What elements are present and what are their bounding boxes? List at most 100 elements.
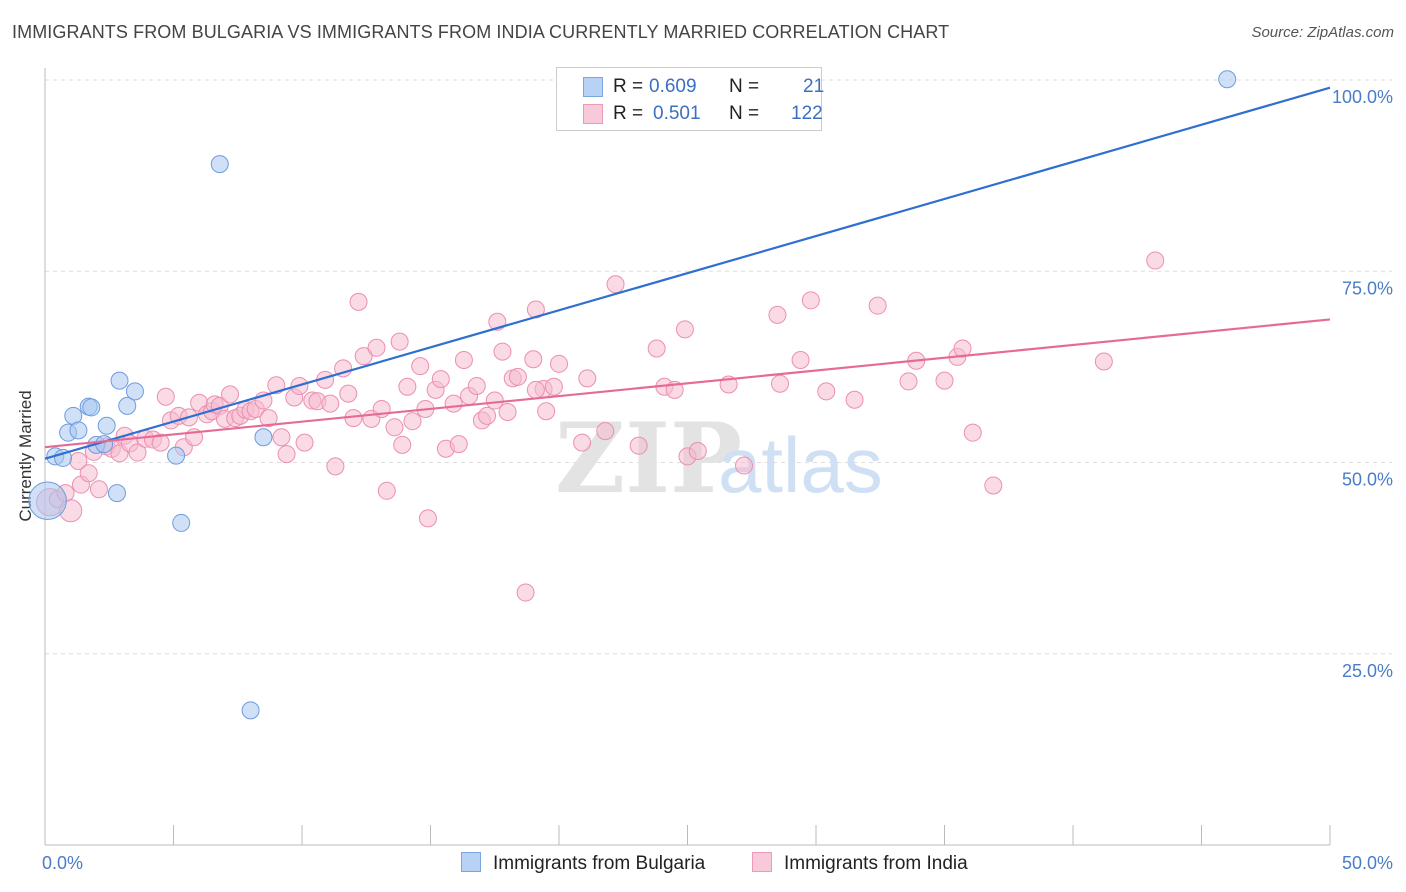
data-point-india [454, 350, 473, 369]
data-point-india [498, 403, 517, 422]
y-tick-label: 50.0% [1342, 470, 1393, 490]
data-point-bulgaria [110, 371, 129, 390]
data-point-bulgaria [97, 416, 116, 435]
legend-r-label: R = [613, 103, 644, 124]
bottom-legend-swatch-bulgaria [461, 852, 481, 872]
data-point-india [390, 332, 409, 351]
data-point-india [508, 367, 527, 386]
data-point-india [418, 509, 437, 528]
data-point-india [524, 350, 543, 369]
data-point-india [156, 387, 175, 406]
data-point-bulgaria [28, 481, 67, 520]
data-point-india [537, 402, 556, 421]
data-point-bulgaria [210, 155, 229, 174]
legend-r-label: R = [613, 76, 644, 97]
bottom-legend-label-bulgaria: Immigrants from Bulgaria [493, 853, 706, 874]
data-point-india [550, 354, 568, 373]
data-point-india [899, 372, 918, 391]
legend-n-value: 122 [791, 103, 823, 124]
trendline-bulgaria [44, 86, 1331, 460]
data-point-india [449, 435, 468, 454]
data-point-india [334, 359, 353, 378]
data-point-india [984, 476, 1003, 495]
data-point-india [367, 338, 386, 357]
data-point-india [295, 433, 314, 452]
data-point-bulgaria [69, 421, 88, 440]
data-point-india [467, 377, 486, 395]
data-point-india [1146, 251, 1165, 270]
trendline-india [44, 318, 1331, 449]
data-point-india [868, 296, 887, 315]
legend-r-value: 0.609 [649, 76, 697, 97]
legend-n-label: N = [729, 76, 760, 97]
data-point-india [771, 374, 790, 393]
y-tick-label: 75.0% [1342, 278, 1393, 298]
legend-r-value: 0.501 [653, 103, 701, 124]
legend-swatch-india [583, 104, 603, 124]
data-point-india [935, 371, 954, 390]
data-point-india [478, 406, 497, 425]
data-point-india [817, 382, 836, 401]
data-point-india [801, 291, 820, 310]
data-point-india [1094, 352, 1113, 371]
correlation-legend: R = 0.609 N = 21 R = 0.501 N = 122 [556, 67, 824, 131]
data-point-india [277, 445, 296, 464]
data-point-india [221, 385, 240, 404]
tick-labels: 25.0% 50.0% 75.0% 100.0% 0.0% 50.0% [42, 87, 1393, 873]
data-point-india [768, 305, 787, 324]
data-point-india [151, 433, 170, 452]
bottom-legend-swatch-india [752, 852, 772, 872]
data-point-bulgaria [1218, 70, 1237, 89]
data-point-india [403, 412, 422, 431]
data-point-india [89, 480, 108, 499]
data-point-india [444, 394, 463, 413]
y-tick-label: 100.0% [1332, 87, 1393, 107]
data-point-india [267, 376, 286, 395]
data-point-india [431, 370, 450, 389]
data-point-india [629, 436, 648, 455]
data-point-india [272, 428, 291, 447]
axes [44, 68, 1331, 846]
data-point-india [377, 481, 396, 500]
data-point-india [606, 275, 625, 294]
x-tick-label: 50.0% [1342, 853, 1393, 873]
data-point-india [573, 433, 592, 452]
gridlines [45, 79, 1392, 655]
data-point-india [647, 339, 666, 358]
bottom-legend-label-india: Immigrants from India [784, 853, 968, 874]
data-point-india [349, 292, 368, 311]
data-point-india [578, 369, 597, 388]
data-point-india [385, 418, 404, 437]
data-point-india [393, 435, 412, 454]
data-point-india [354, 347, 373, 366]
data-point-india [963, 423, 982, 442]
data-point-india [128, 443, 147, 462]
data-point-india [845, 390, 864, 409]
data-point-india [321, 394, 340, 413]
data-point-india [516, 583, 535, 602]
data-point-india [339, 384, 358, 403]
data-point-india [79, 464, 98, 483]
legend-swatch-bulgaria [583, 77, 603, 97]
data-point-india [675, 320, 694, 339]
series-india-points [36, 251, 1165, 602]
data-point-bulgaria [107, 484, 126, 503]
data-point-india [326, 457, 345, 476]
trendlines [44, 86, 1331, 460]
data-point-bulgaria [125, 382, 144, 401]
source-attribution: Source: ZipAtlas.com [1251, 24, 1394, 41]
data-point-india [493, 342, 512, 361]
data-point-india [544, 377, 563, 396]
x-tick-label: 0.0% [42, 853, 83, 873]
data-point-india [596, 422, 615, 441]
data-point-india [688, 442, 707, 461]
watermark-zip: ZIP [555, 402, 742, 515]
data-point-bulgaria [82, 398, 101, 417]
data-point-bulgaria [241, 701, 260, 720]
bottom-legend-bulgaria: Immigrants from Bulgaria [461, 852, 705, 876]
legend-n-label: N = [729, 103, 760, 124]
data-point-india [526, 380, 545, 399]
chart-title: IMMIGRANTS FROM BULGARIA VS IMMIGRANTS F… [12, 22, 950, 42]
data-point-india [411, 357, 430, 376]
